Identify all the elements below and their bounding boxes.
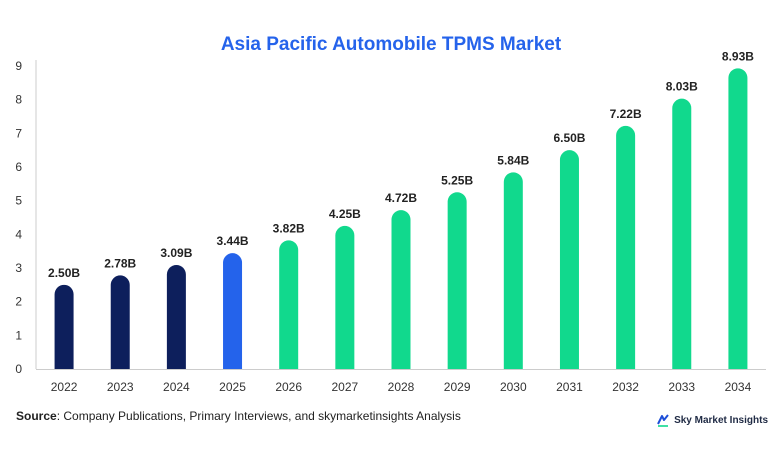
data-label: 4.25B — [329, 207, 361, 221]
x-tick-label: 2028 — [388, 380, 415, 394]
data-label: 8.93B — [722, 49, 754, 63]
x-tick-label: 2032 — [612, 380, 639, 394]
data-label: 7.22B — [610, 107, 642, 121]
bar — [728, 68, 748, 370]
x-tick-label: 2034 — [725, 380, 752, 394]
bar — [447, 192, 467, 369]
source-note: Source: Company Publications, Primary In… — [16, 409, 461, 423]
data-labels: 2.50B 2.78B 3.09B 3.44B 3.82B 4.25B 4.72B 5.25B… — [48, 49, 754, 279]
bar — [559, 150, 579, 369]
bar — [110, 275, 130, 369]
y-tick-label: 8 — [15, 93, 22, 107]
y-tick-label: 2 — [15, 295, 22, 309]
x-tick-label: 2030 — [500, 380, 527, 394]
x-tick-label: 2033 — [668, 380, 695, 394]
bar — [166, 264, 186, 369]
y-tick-label: 7 — [15, 126, 22, 140]
bar — [616, 125, 636, 369]
x-tick-label: 2029 — [444, 380, 471, 394]
x-tick-label: 2027 — [331, 380, 358, 394]
bar — [672, 98, 692, 369]
data-label: 8.03B — [666, 80, 698, 94]
x-tick-label: 2023 — [107, 380, 134, 394]
x-tick-label: 2024 — [163, 380, 190, 394]
y-tick-label: 6 — [15, 160, 22, 174]
bars — [54, 68, 748, 370]
bar — [279, 240, 299, 369]
y-tick-label: 1 — [15, 328, 22, 342]
x-axis: 2022 2023 2024 2025 2026 2027 2028 2029 2030 2031… — [36, 369, 766, 394]
y-axis: 0 1 2 3 4 5 6 7 8 9 — [15, 59, 37, 376]
data-label: 3.44B — [217, 234, 249, 248]
brand: Sky Market Insights — [656, 413, 768, 427]
y-tick-label: 9 — [15, 59, 22, 73]
source-label: Source — [16, 409, 57, 423]
y-tick-label: 5 — [15, 194, 22, 208]
y-tick-label: 0 — [15, 362, 22, 376]
x-tick-label: 2022 — [51, 380, 78, 394]
data-label: 2.50B — [48, 266, 80, 280]
chart-title: Asia Pacific Automobile TPMS Market — [220, 34, 562, 55]
data-label: 6.50B — [553, 131, 585, 145]
sky-market-insights-logo-icon — [657, 414, 669, 427]
x-tick-label: 2031 — [556, 380, 583, 394]
bar — [503, 172, 523, 369]
x-tick-label: 2025 — [219, 380, 246, 394]
x-tick-label: 2026 — [275, 380, 302, 394]
bar — [223, 253, 243, 369]
data-label: 5.84B — [497, 153, 529, 167]
brand-name: Sky Market Insights — [674, 414, 768, 426]
bar — [54, 284, 74, 369]
data-label: 3.09B — [160, 246, 192, 260]
source-text: : Company Publications, Primary Intervie… — [56, 409, 461, 423]
data-label: 4.72B — [385, 191, 417, 205]
data-label: 3.82B — [273, 221, 305, 235]
bar — [391, 210, 411, 369]
data-label: 2.78B — [104, 256, 136, 270]
y-tick-label: 4 — [15, 227, 22, 241]
y-tick-label: 3 — [15, 261, 22, 275]
data-label: 5.25B — [441, 173, 473, 187]
bar — [335, 225, 355, 369]
